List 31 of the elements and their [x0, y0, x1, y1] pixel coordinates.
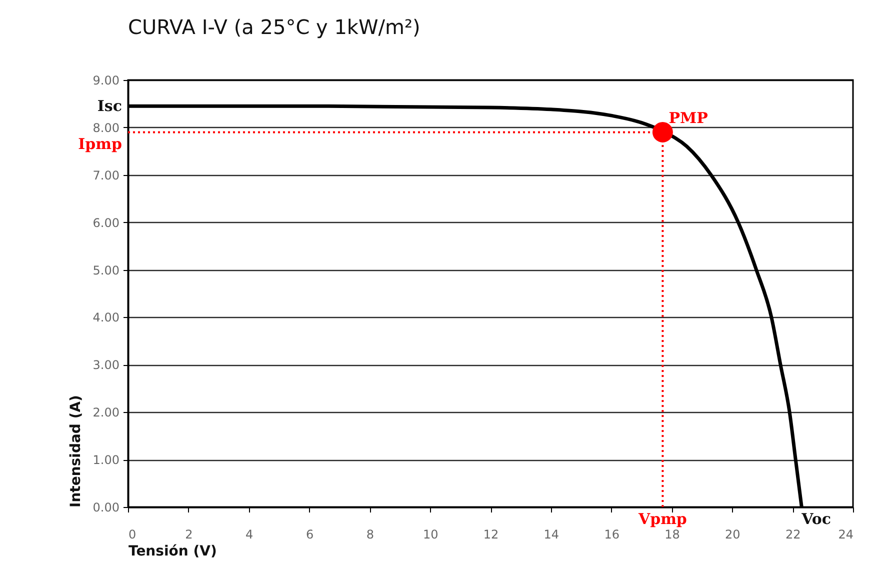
x-tick-label: 8	[366, 528, 374, 542]
y-tick-label: 1.00	[92, 453, 120, 468]
x-tick-label: 2	[185, 528, 193, 542]
x-tick-label: 0	[128, 528, 136, 542]
x-tick-label: 14	[544, 528, 560, 542]
x-tick-label: 16	[604, 528, 620, 542]
x-tick-label: 4	[246, 528, 254, 542]
x-axis-title: Tensión (V)	[128, 544, 217, 560]
y-tick-label: 9.00	[92, 74, 120, 88]
x-tick-label: 20	[725, 528, 740, 542]
x-tick-label: 18	[664, 528, 680, 542]
annotation: Voc	[800, 510, 832, 528]
y-axis-title: Intensidad (A)	[68, 395, 84, 508]
annotation: Vpmp	[637, 510, 687, 528]
x-tick-label: 12	[483, 528, 499, 542]
y-tick-label: 4.00	[92, 310, 120, 325]
x-tick-label: 24	[838, 528, 854, 542]
annotation: PMP	[668, 109, 708, 128]
x-tick-label: 10	[422, 528, 438, 542]
x-tick-label: 6	[306, 528, 314, 542]
x-tick-label: 22	[785, 528, 801, 542]
annotation: Ipmp	[78, 135, 122, 154]
y-tick-label: 6.00	[92, 216, 120, 230]
chart-title: CURVA I-V (a 25°C y 1kW/m²)	[128, 15, 420, 39]
y-tick-label: 2.00	[92, 406, 120, 420]
y-tick-label: 7.00	[92, 168, 120, 182]
y-tick-label: 8.00	[92, 120, 120, 135]
y-tick-label: 3.00	[92, 358, 120, 372]
y-tick-label: 5.00	[92, 263, 120, 278]
annotation: Isc	[97, 97, 122, 116]
y-tick-label: 0.00	[92, 500, 120, 514]
